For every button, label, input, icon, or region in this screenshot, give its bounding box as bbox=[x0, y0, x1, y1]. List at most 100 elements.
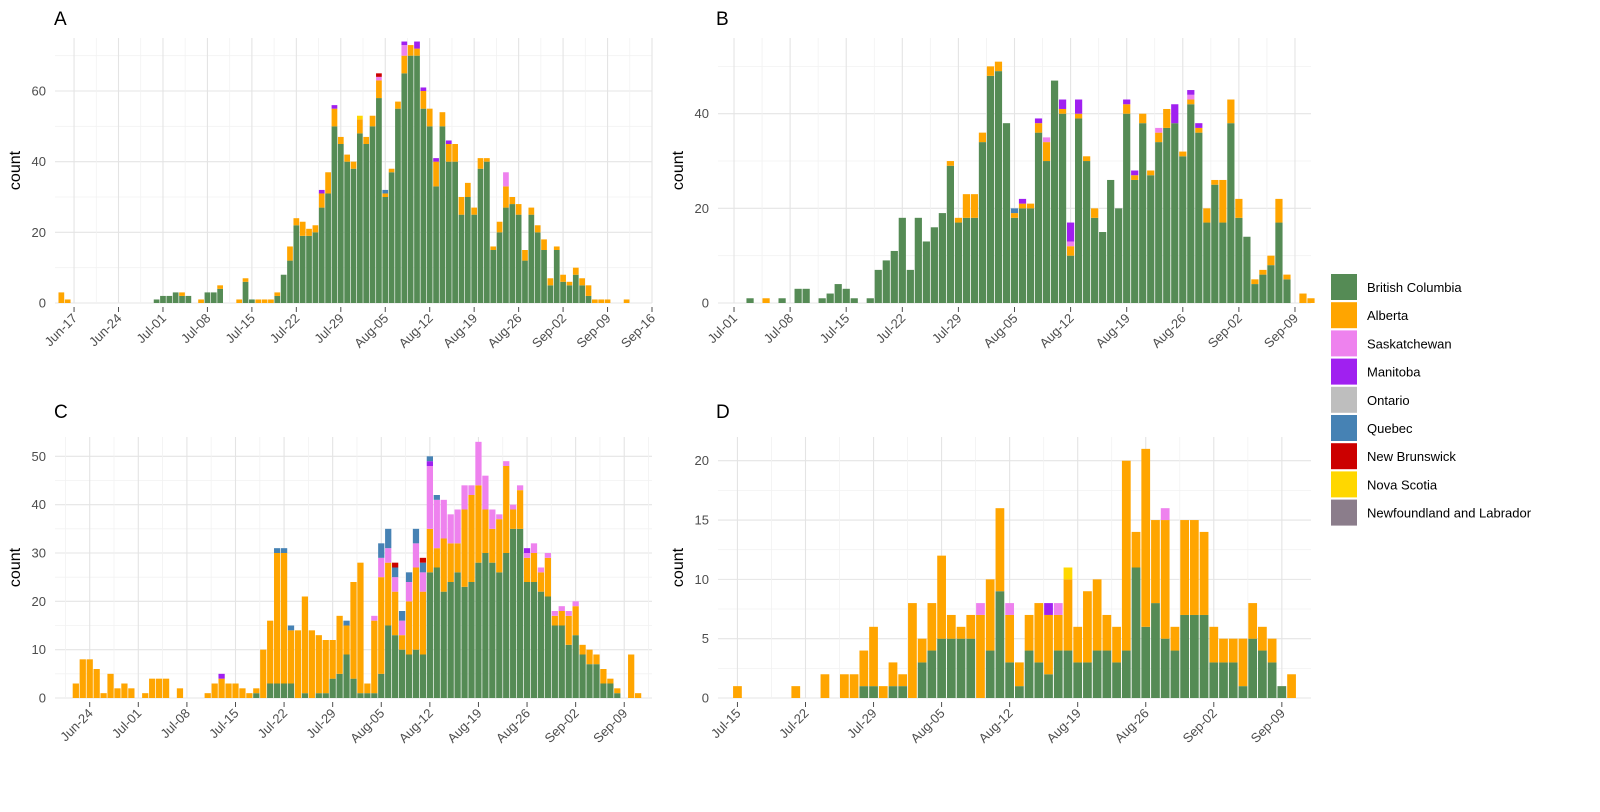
y-tick-label: 10 bbox=[695, 572, 709, 587]
bar-segment bbox=[398, 620, 406, 636]
bar-segment bbox=[369, 115, 376, 127]
bar-segment bbox=[114, 688, 121, 698]
bar-segment bbox=[454, 543, 461, 573]
bar-segment bbox=[452, 161, 458, 303]
bar-segment bbox=[510, 528, 517, 698]
x-tick-label: Sep-09 bbox=[1261, 311, 1301, 351]
bar-segment bbox=[153, 299, 160, 303]
x-tick-label: Aug-26 bbox=[493, 706, 533, 746]
bar-segment bbox=[593, 664, 600, 698]
x-tick-label: Jul-15 bbox=[817, 311, 853, 347]
bar-segment bbox=[560, 281, 566, 303]
bar-segment bbox=[401, 41, 408, 46]
bar-segment bbox=[1211, 179, 1219, 185]
bar-segment bbox=[572, 606, 579, 636]
bar-segment bbox=[439, 112, 446, 127]
bar-segment bbox=[412, 567, 420, 650]
bar-segment bbox=[398, 649, 406, 698]
bar-segment bbox=[1073, 626, 1083, 663]
bar-segment bbox=[1010, 213, 1019, 218]
x-tick-label: Jul-29 bbox=[311, 311, 347, 347]
bar-segment bbox=[528, 214, 535, 303]
bar-segment bbox=[204, 693, 211, 698]
bar-segment bbox=[475, 562, 482, 698]
bar-segment bbox=[1034, 603, 1044, 663]
bar-segment bbox=[869, 626, 878, 687]
bar-segment bbox=[315, 635, 322, 694]
bar-segment bbox=[331, 126, 338, 303]
x-tick-label: Jul-29 bbox=[844, 706, 880, 742]
bar-segment bbox=[1005, 662, 1015, 698]
legend-label: British Columbia bbox=[1367, 280, 1462, 295]
bar-segment bbox=[1258, 650, 1267, 698]
bar-segment bbox=[405, 601, 413, 655]
bar-segment bbox=[1163, 127, 1171, 303]
bar-segment bbox=[1187, 94, 1195, 100]
bar-segment bbox=[866, 298, 874, 303]
legend-item: Quebec bbox=[1331, 415, 1413, 441]
bar-segment bbox=[1034, 132, 1043, 303]
bar-segment bbox=[166, 295, 173, 303]
bar-segment bbox=[458, 197, 465, 215]
bar-segment bbox=[946, 614, 956, 639]
bar-segment bbox=[475, 441, 482, 486]
bar-segment bbox=[414, 41, 420, 49]
x-tick-label: Jul-15 bbox=[708, 706, 744, 742]
bar-segment bbox=[287, 630, 295, 684]
bar-segment bbox=[477, 158, 484, 169]
x-tick-label: Sep-09 bbox=[590, 706, 630, 746]
bar-segment bbox=[337, 144, 344, 303]
bar-segment bbox=[225, 683, 232, 698]
bar-segment bbox=[471, 214, 478, 303]
bar-segment bbox=[572, 274, 579, 303]
bar-segment bbox=[1187, 99, 1195, 105]
panel-label: C bbox=[54, 402, 68, 423]
bar-segment bbox=[79, 659, 86, 698]
bar-segment bbox=[315, 693, 322, 698]
bar-segment bbox=[515, 204, 522, 215]
bar-segment bbox=[530, 543, 538, 553]
bar-segment bbox=[299, 221, 306, 236]
bar-segment bbox=[172, 292, 179, 303]
bar-segment bbox=[401, 45, 408, 56]
bar-segment bbox=[553, 250, 560, 303]
bar-segment bbox=[614, 693, 621, 698]
bar-segment bbox=[287, 246, 293, 261]
bar-segment bbox=[445, 161, 452, 303]
bar-segment bbox=[962, 194, 971, 218]
bar-segment bbox=[299, 235, 306, 303]
bar-segment bbox=[218, 673, 225, 679]
bar-segment bbox=[826, 293, 834, 303]
bar-segment bbox=[1189, 520, 1199, 615]
bar-segment bbox=[1123, 113, 1131, 304]
bar-segment bbox=[363, 144, 370, 303]
bar-segment bbox=[1131, 567, 1141, 698]
bar-segment bbox=[1053, 650, 1063, 698]
bar-segment bbox=[1044, 674, 1053, 698]
bar-segment bbox=[72, 683, 79, 698]
bar-segment bbox=[1151, 603, 1160, 698]
bar-segment bbox=[1189, 614, 1199, 698]
bar-segment bbox=[162, 678, 170, 698]
bar-segment bbox=[914, 217, 922, 303]
bar-segment bbox=[128, 688, 135, 698]
bar-segment bbox=[405, 654, 413, 698]
bar-segment bbox=[976, 614, 985, 698]
bar-segment bbox=[1199, 531, 1209, 615]
bar-segment bbox=[1227, 123, 1235, 304]
bar-segment bbox=[395, 108, 401, 303]
bar-segment bbox=[242, 281, 249, 303]
bar-segment bbox=[454, 509, 461, 544]
bar-segment bbox=[1219, 638, 1228, 663]
bar-segment bbox=[329, 678, 336, 698]
bar-segment bbox=[344, 161, 351, 303]
bar-segment bbox=[1275, 222, 1283, 303]
x-tick-label: Jul-08 bbox=[178, 311, 214, 347]
bar-segment bbox=[1107, 179, 1115, 303]
legend-item: Newfoundland and Labrador bbox=[1331, 499, 1532, 526]
x-tick-label: Aug-05 bbox=[351, 311, 391, 351]
bar-segment bbox=[452, 144, 458, 162]
bar-segment bbox=[515, 214, 522, 303]
bar-segment bbox=[1083, 591, 1092, 663]
bar-segment bbox=[312, 225, 319, 233]
